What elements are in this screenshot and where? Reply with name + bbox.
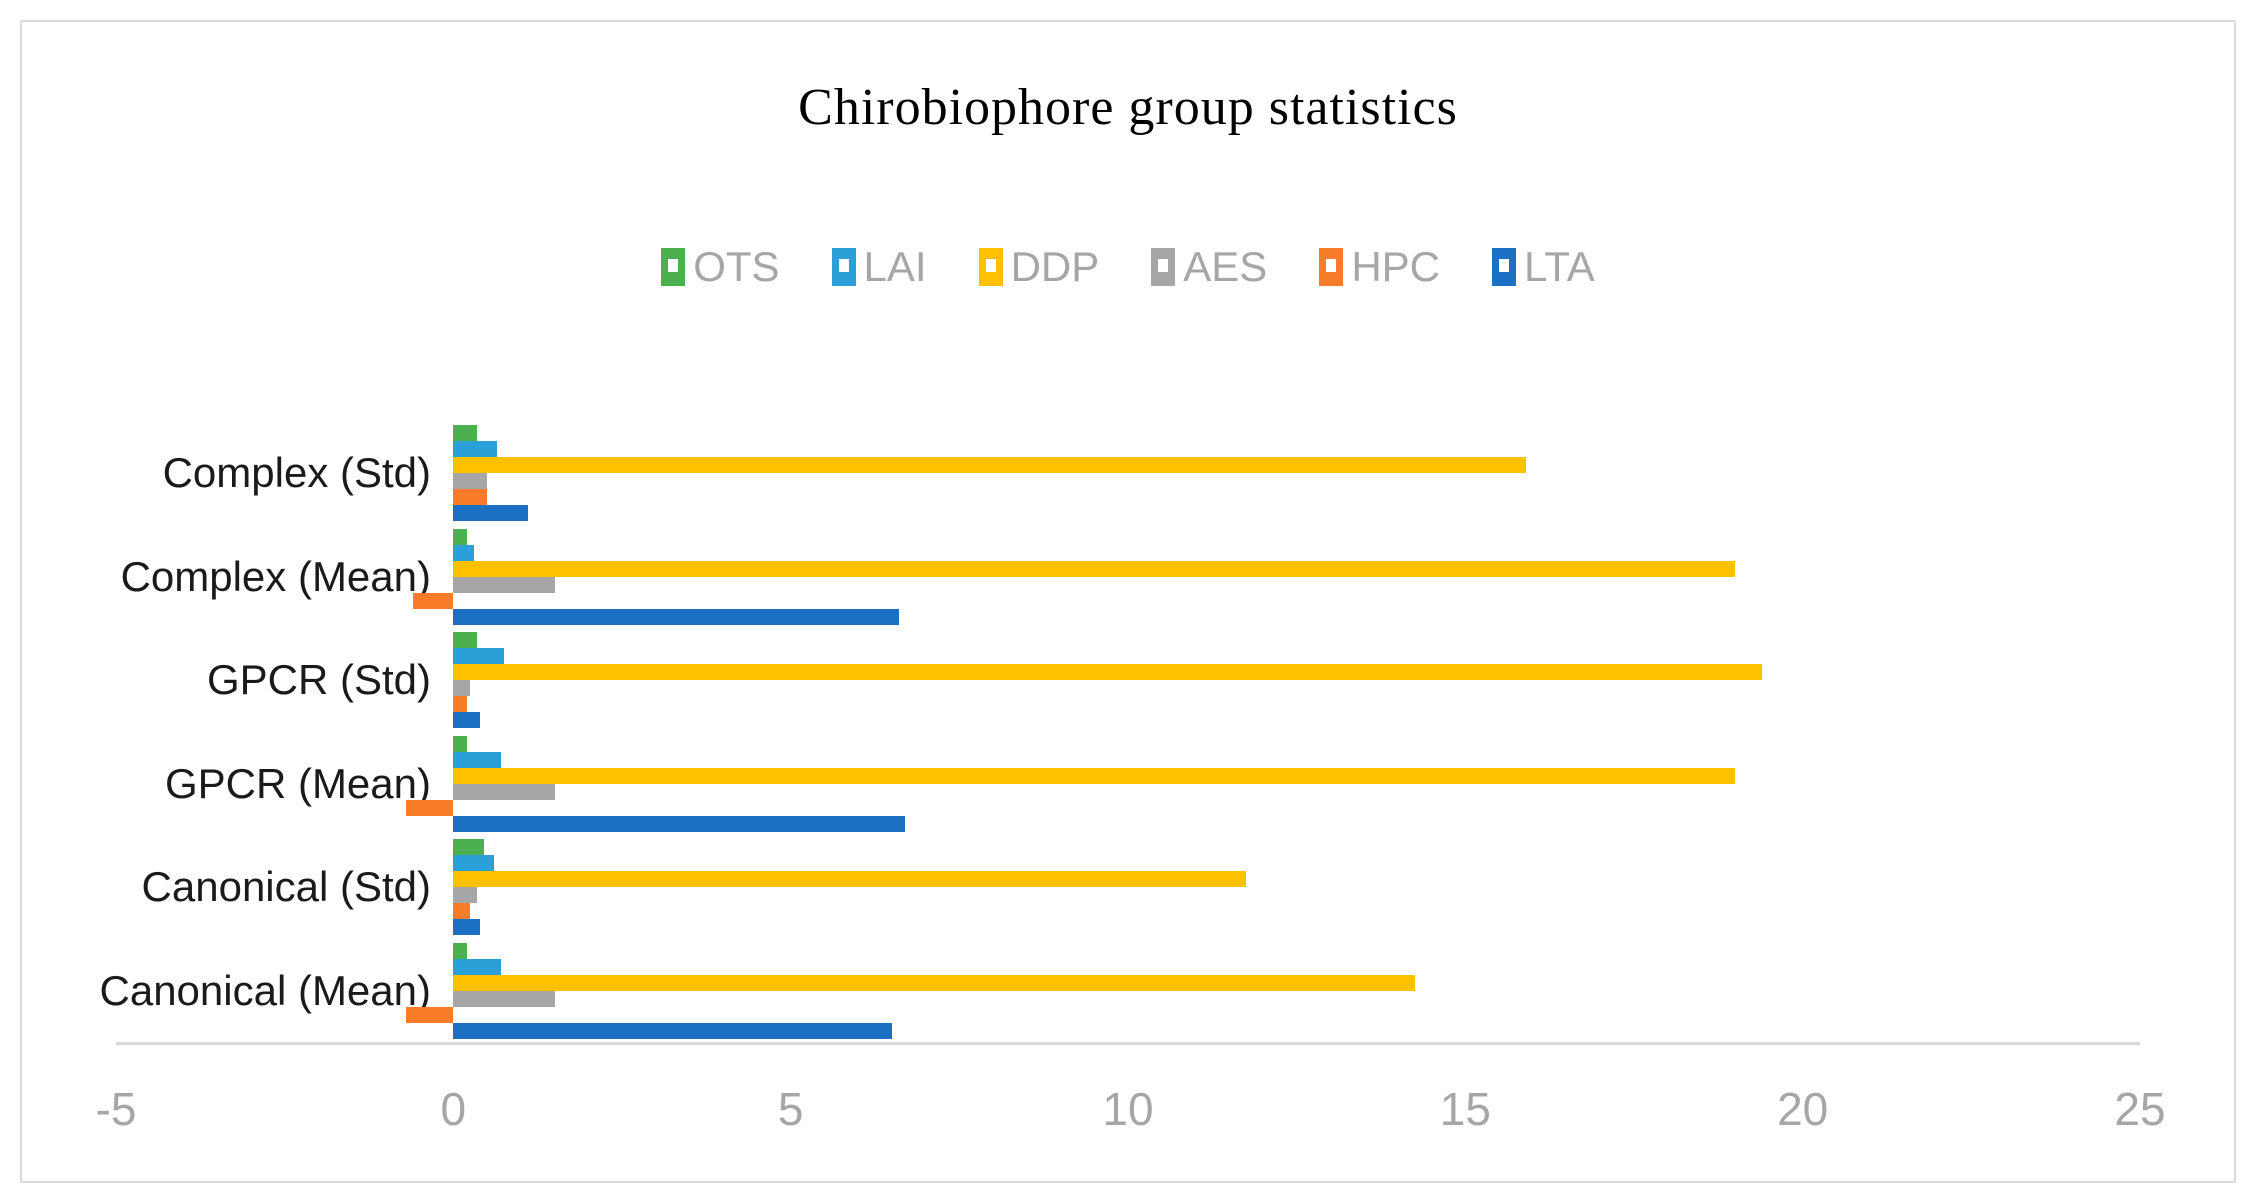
legend-marker-icon (978, 248, 1003, 286)
legend-marker-hole (1326, 259, 1337, 272)
legend-marker-hole (838, 259, 849, 272)
category-label: Canonical (Mean) (99, 966, 432, 1014)
x-axis-tick-label: 15 (1439, 1083, 1491, 1135)
bar (453, 1022, 892, 1039)
chart-title: Chirobiophore group statistics (798, 79, 1458, 136)
bar (453, 767, 1736, 784)
legend-item-lai: LAI (831, 243, 927, 290)
x-axis-tick-label: 10 (1102, 1083, 1154, 1135)
x-axis-tick-label: 0 (440, 1083, 467, 1135)
legend-marker-hole (1158, 259, 1169, 272)
legend-marker-icon (1319, 248, 1344, 286)
bar (453, 608, 899, 625)
bar (453, 783, 555, 800)
bar (453, 457, 1527, 473)
bar (453, 489, 488, 505)
plot-area (116, 415, 2140, 1045)
bar (453, 632, 477, 648)
legend-marker-icon (1151, 248, 1176, 286)
legend-marker-icon (661, 248, 686, 286)
bar (453, 528, 467, 545)
bar (412, 592, 454, 609)
legend-item-aes: AES (1151, 246, 1267, 288)
x-axis-tick-label: 5 (777, 1083, 804, 1135)
bar (453, 919, 481, 935)
bar (453, 751, 501, 768)
bar (453, 441, 498, 457)
bar (453, 903, 471, 919)
legend-marker-icon (831, 248, 856, 286)
bar (406, 799, 454, 816)
bar (453, 576, 555, 593)
legend-marker-hole (668, 259, 679, 272)
legend-marker-hole (985, 259, 996, 272)
category-label: GPCR (Std) (206, 656, 431, 703)
legend-label: AES (1183, 243, 1268, 290)
legend-item-hpc: HPC (1319, 246, 1440, 288)
bar (453, 815, 906, 832)
bar (453, 473, 488, 489)
bar (453, 648, 504, 664)
legend-marker-icon (1492, 248, 1516, 286)
legend-item-ddp: DDP (978, 243, 1100, 290)
bar (453, 855, 494, 871)
bar (453, 680, 471, 696)
bar (453, 871, 1247, 887)
bar (453, 735, 467, 752)
bar (453, 505, 528, 521)
bar (453, 544, 474, 561)
x-axis-tick-label: -5 (95, 1083, 137, 1135)
legend-item-lta: LTA (1492, 246, 1595, 288)
x-axis-tick-label: 20 (1777, 1083, 1829, 1135)
category-label: GPCR (Mean) (164, 759, 431, 807)
bar (453, 887, 477, 903)
category-label: Complex (Mean) (120, 552, 431, 600)
chart-legend: OTS LAI DDP AES HPC LTA (0, 246, 2256, 288)
bar (453, 425, 477, 441)
bar (406, 1006, 454, 1023)
bar (453, 974, 1415, 991)
bar (453, 839, 484, 855)
x-axis-tick-label: 25 (2114, 1083, 2166, 1135)
bar (453, 560, 1736, 577)
category-label: Complex (Std) (162, 449, 431, 496)
bar (453, 712, 481, 728)
bar (453, 696, 467, 712)
legend-label: DDP (1010, 243, 1100, 290)
legend-label: OTS (693, 243, 780, 290)
bar (453, 958, 501, 975)
legend-item-ots: OTS (661, 243, 780, 290)
legend-label: LTA (1524, 243, 1595, 290)
bar (453, 664, 1763, 680)
category-label: Canonical (Std) (141, 863, 431, 910)
legend-marker-hole (1499, 259, 1509, 272)
bar (453, 990, 555, 1007)
legend-label: LAI (863, 243, 927, 290)
legend-label: HPC (1351, 243, 1440, 290)
bar (453, 942, 467, 959)
